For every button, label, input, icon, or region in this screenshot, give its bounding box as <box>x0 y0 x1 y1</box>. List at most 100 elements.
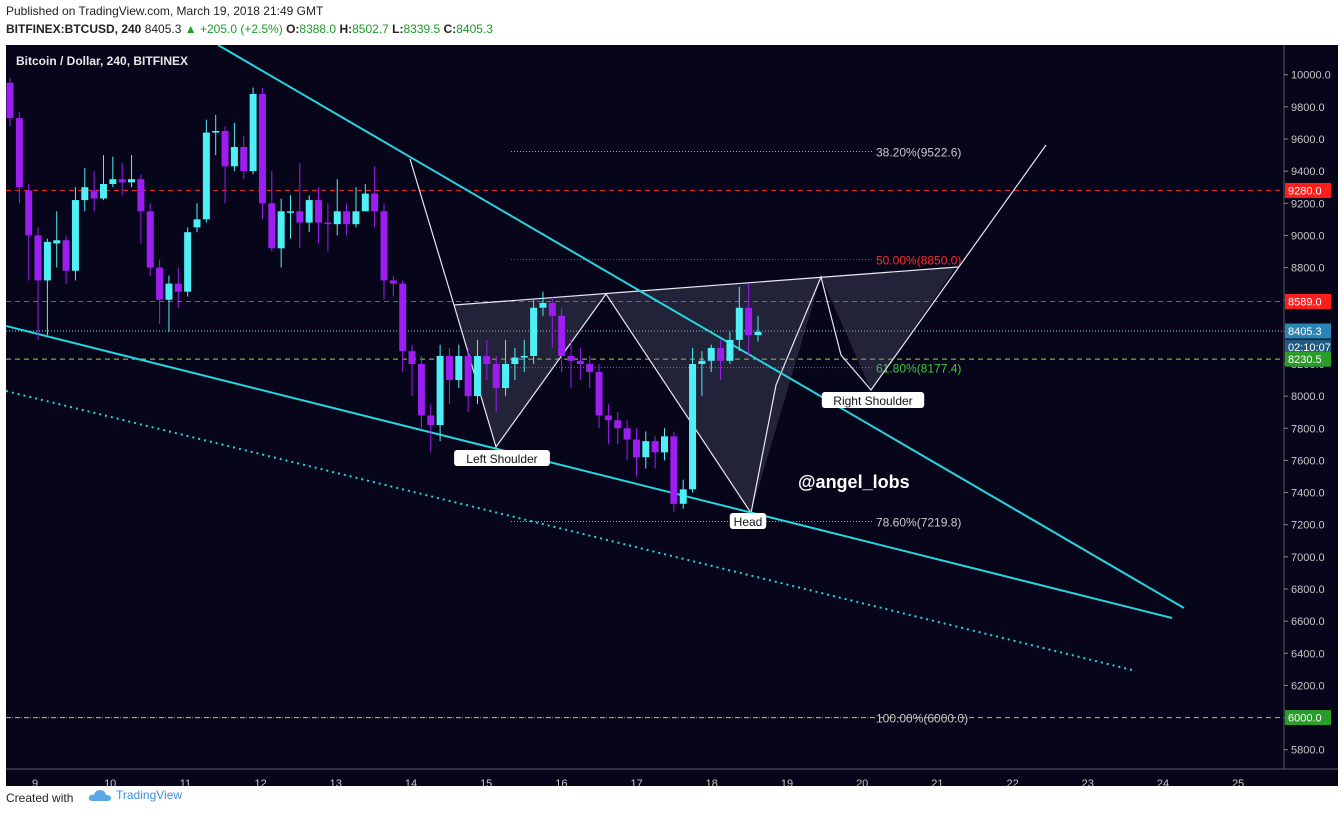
candle <box>558 307 566 373</box>
price-tag-box <box>1285 293 1331 309</box>
x-tick-label: 14 <box>405 778 417 786</box>
annotation-text: Left Shoulder <box>466 452 537 466</box>
candle-body <box>230 147 238 167</box>
candle-body <box>361 193 369 212</box>
candle <box>717 339 725 381</box>
candle <box>576 347 584 381</box>
tradingview-brand[interactable]: TradingView <box>116 788 183 802</box>
candle-body <box>427 415 435 426</box>
price-tag-box <box>1285 339 1331 355</box>
candle <box>679 479 687 509</box>
candle <box>689 347 697 493</box>
annotation-text: Head <box>734 515 763 529</box>
candle <box>109 156 117 188</box>
x-tick-label: 9 <box>32 778 38 786</box>
candle <box>502 339 510 397</box>
price-tag-label: 8230.5 <box>1288 354 1322 366</box>
candle-body <box>698 360 706 364</box>
neckline <box>453 266 959 306</box>
candle <box>436 344 444 442</box>
footer-bar <box>0 786 1342 816</box>
price-tag-label: 8405.3 <box>1288 326 1322 338</box>
y-tick-label: 8000.0 <box>1291 391 1325 403</box>
candle <box>586 355 594 389</box>
candle <box>324 203 332 252</box>
candle-body <box>520 355 528 358</box>
candle <box>520 339 528 373</box>
candle <box>642 431 650 469</box>
candle <box>118 163 126 196</box>
candle <box>277 198 285 268</box>
candle-body <box>333 211 341 225</box>
candle <box>474 339 481 405</box>
y-tick-label: 7000.0 <box>1291 552 1325 564</box>
y-tick-label: 7800.0 <box>1291 423 1325 435</box>
candle <box>25 184 33 281</box>
tradingview-link[interactable]: TradingView <box>88 788 182 802</box>
x-tick-label: 11 <box>180 778 191 786</box>
candle <box>661 428 668 461</box>
candle <box>735 286 743 352</box>
candle-body <box>137 179 145 212</box>
chart-area[interactable]: Bitcoin / Dollar, 240, BITFINEX 5800.0 600… <box>5 44 1338 790</box>
candle <box>417 355 425 429</box>
symbol-name: BITFINEX:BTCUSD, 240 <box>6 22 142 36</box>
candle <box>492 355 500 413</box>
candle-body <box>445 355 453 381</box>
candle-body <box>408 351 416 364</box>
price-tag-label: 02:10:07 <box>1288 342 1331 354</box>
candle-body <box>221 130 229 167</box>
candle <box>165 275 173 332</box>
candle-body <box>277 211 285 249</box>
candle-body <box>296 211 304 223</box>
price-change: +205.0 (+2.5%) <box>199 22 283 36</box>
y-tick-label: 9800.0 <box>1291 102 1325 114</box>
candle <box>698 351 706 397</box>
x-tick-label: 18 <box>706 778 718 786</box>
candle-body <box>689 364 697 490</box>
price-tag-box <box>1285 323 1331 339</box>
candle <box>380 203 388 300</box>
price-chart[interactable]: Bitcoin / Dollar, 240, BITFINEX 5800.0 600… <box>5 44 1338 790</box>
candle-body <box>417 364 425 416</box>
open-value: 8388.0 <box>299 22 337 36</box>
head-label: Head <box>729 513 767 529</box>
candle-body <box>661 436 668 453</box>
candle-body <box>53 240 61 244</box>
fib-label: 78.60%(7219.8) <box>876 516 961 530</box>
price-tag: 8405.3 <box>1285 323 1331 339</box>
candle <box>371 166 379 228</box>
candle-body <box>586 364 594 373</box>
candle <box>296 163 304 249</box>
candle <box>71 187 79 281</box>
candle <box>455 344 463 389</box>
left-shoulder-label: Left Shoulder <box>454 450 550 466</box>
candle <box>287 195 294 239</box>
candle-body <box>240 147 248 172</box>
x-tick-label: 21 <box>931 778 943 786</box>
plot-background <box>6 45 1284 786</box>
candle <box>632 428 640 477</box>
candle-body <box>436 355 444 426</box>
upper-trendline <box>217 44 1185 609</box>
x-tick-label: 16 <box>555 778 567 786</box>
price-tag: 8230.5 <box>1285 351 1331 367</box>
candle <box>90 171 98 212</box>
x-tick-label: 25 <box>1232 778 1244 786</box>
candle-body <box>492 364 500 389</box>
candle-body <box>90 190 98 199</box>
candle <box>258 87 266 220</box>
candle-body <box>118 179 126 183</box>
candle-body <box>745 307 753 336</box>
candle-body <box>707 347 715 361</box>
price-tag-label: 8589.0 <box>1288 296 1322 308</box>
annotation-box <box>729 513 767 529</box>
candle <box>333 179 341 236</box>
price-tag: 8589.0 <box>1285 293 1331 309</box>
annotation-text: Right Shoulder <box>833 394 912 408</box>
candle <box>174 267 182 308</box>
candle-body <box>258 94 266 204</box>
y-tick-label: 6400.0 <box>1291 648 1325 660</box>
close-value: 8405.3 <box>456 22 493 36</box>
candle-body <box>184 232 192 292</box>
